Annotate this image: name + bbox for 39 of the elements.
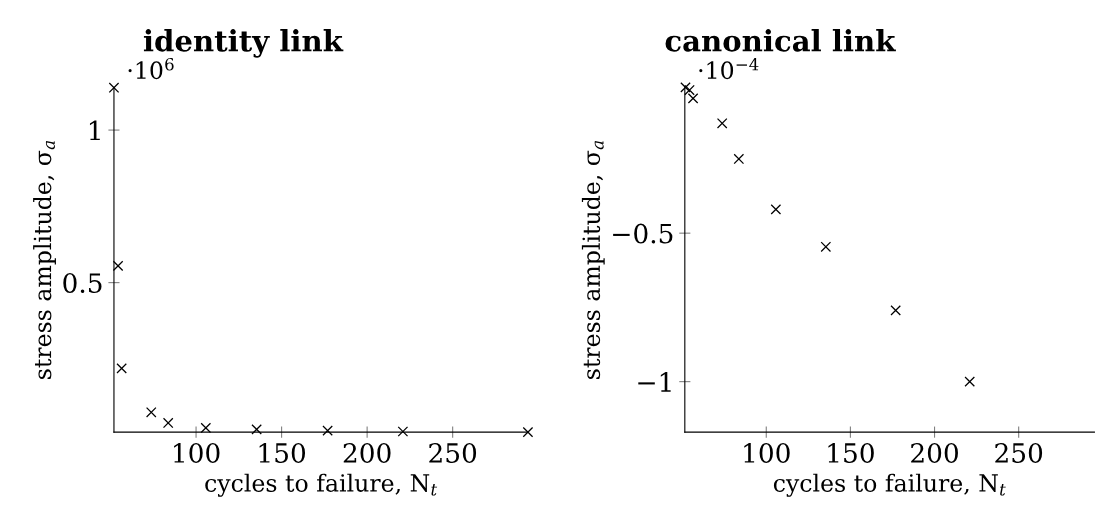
point	[680, 82, 691, 93]
point	[687, 93, 699, 104]
x-axis-title: cycles to failure, N$_{t}$	[205, 473, 438, 497]
point	[397, 426, 409, 437]
point	[116, 363, 127, 374]
y-axis-title: stress amplitude, σ$_{a}$	[33, 141, 56, 379]
x-tick-label: 250	[995, 443, 1043, 463]
x-tick-label: 100	[174, 443, 220, 463]
point	[522, 426, 534, 438]
x-axis-title: cycles to failure, N$_{t}$	[773, 473, 1006, 497]
x-tick-label: 100	[744, 443, 790, 463]
point	[108, 82, 120, 93]
text: ·10$^{−4}$	[699, 57, 759, 80]
x-tick-label: 150	[259, 443, 306, 463]
point	[820, 241, 832, 253]
y-tick-label: 1	[89, 120, 100, 141]
y-axis-title: stress amplitude, σ$_{a}$	[581, 141, 605, 379]
point	[322, 425, 333, 436]
x-tick-label: 150	[828, 443, 874, 463]
point	[200, 422, 212, 434]
x-tick-label: 200	[911, 443, 958, 463]
x-tick-label: 250	[429, 443, 477, 463]
y-tick-label: −1	[638, 372, 671, 392]
point	[733, 153, 745, 165]
point	[251, 424, 262, 435]
point	[716, 118, 728, 129]
y-tick-label: −0.5	[613, 223, 673, 244]
point	[112, 260, 124, 272]
text: ·10$^{6}$	[128, 57, 174, 80]
point	[964, 376, 975, 387]
point	[770, 204, 782, 215]
point	[890, 305, 901, 316]
x-tick-label: 200	[343, 443, 391, 463]
chart-title: identity link	[143, 29, 344, 58]
point	[162, 417, 174, 429]
point	[684, 84, 695, 96]
chart-title: canonical link	[665, 29, 896, 52]
point	[145, 407, 157, 418]
y-tick-label: 0.5	[63, 273, 102, 294]
